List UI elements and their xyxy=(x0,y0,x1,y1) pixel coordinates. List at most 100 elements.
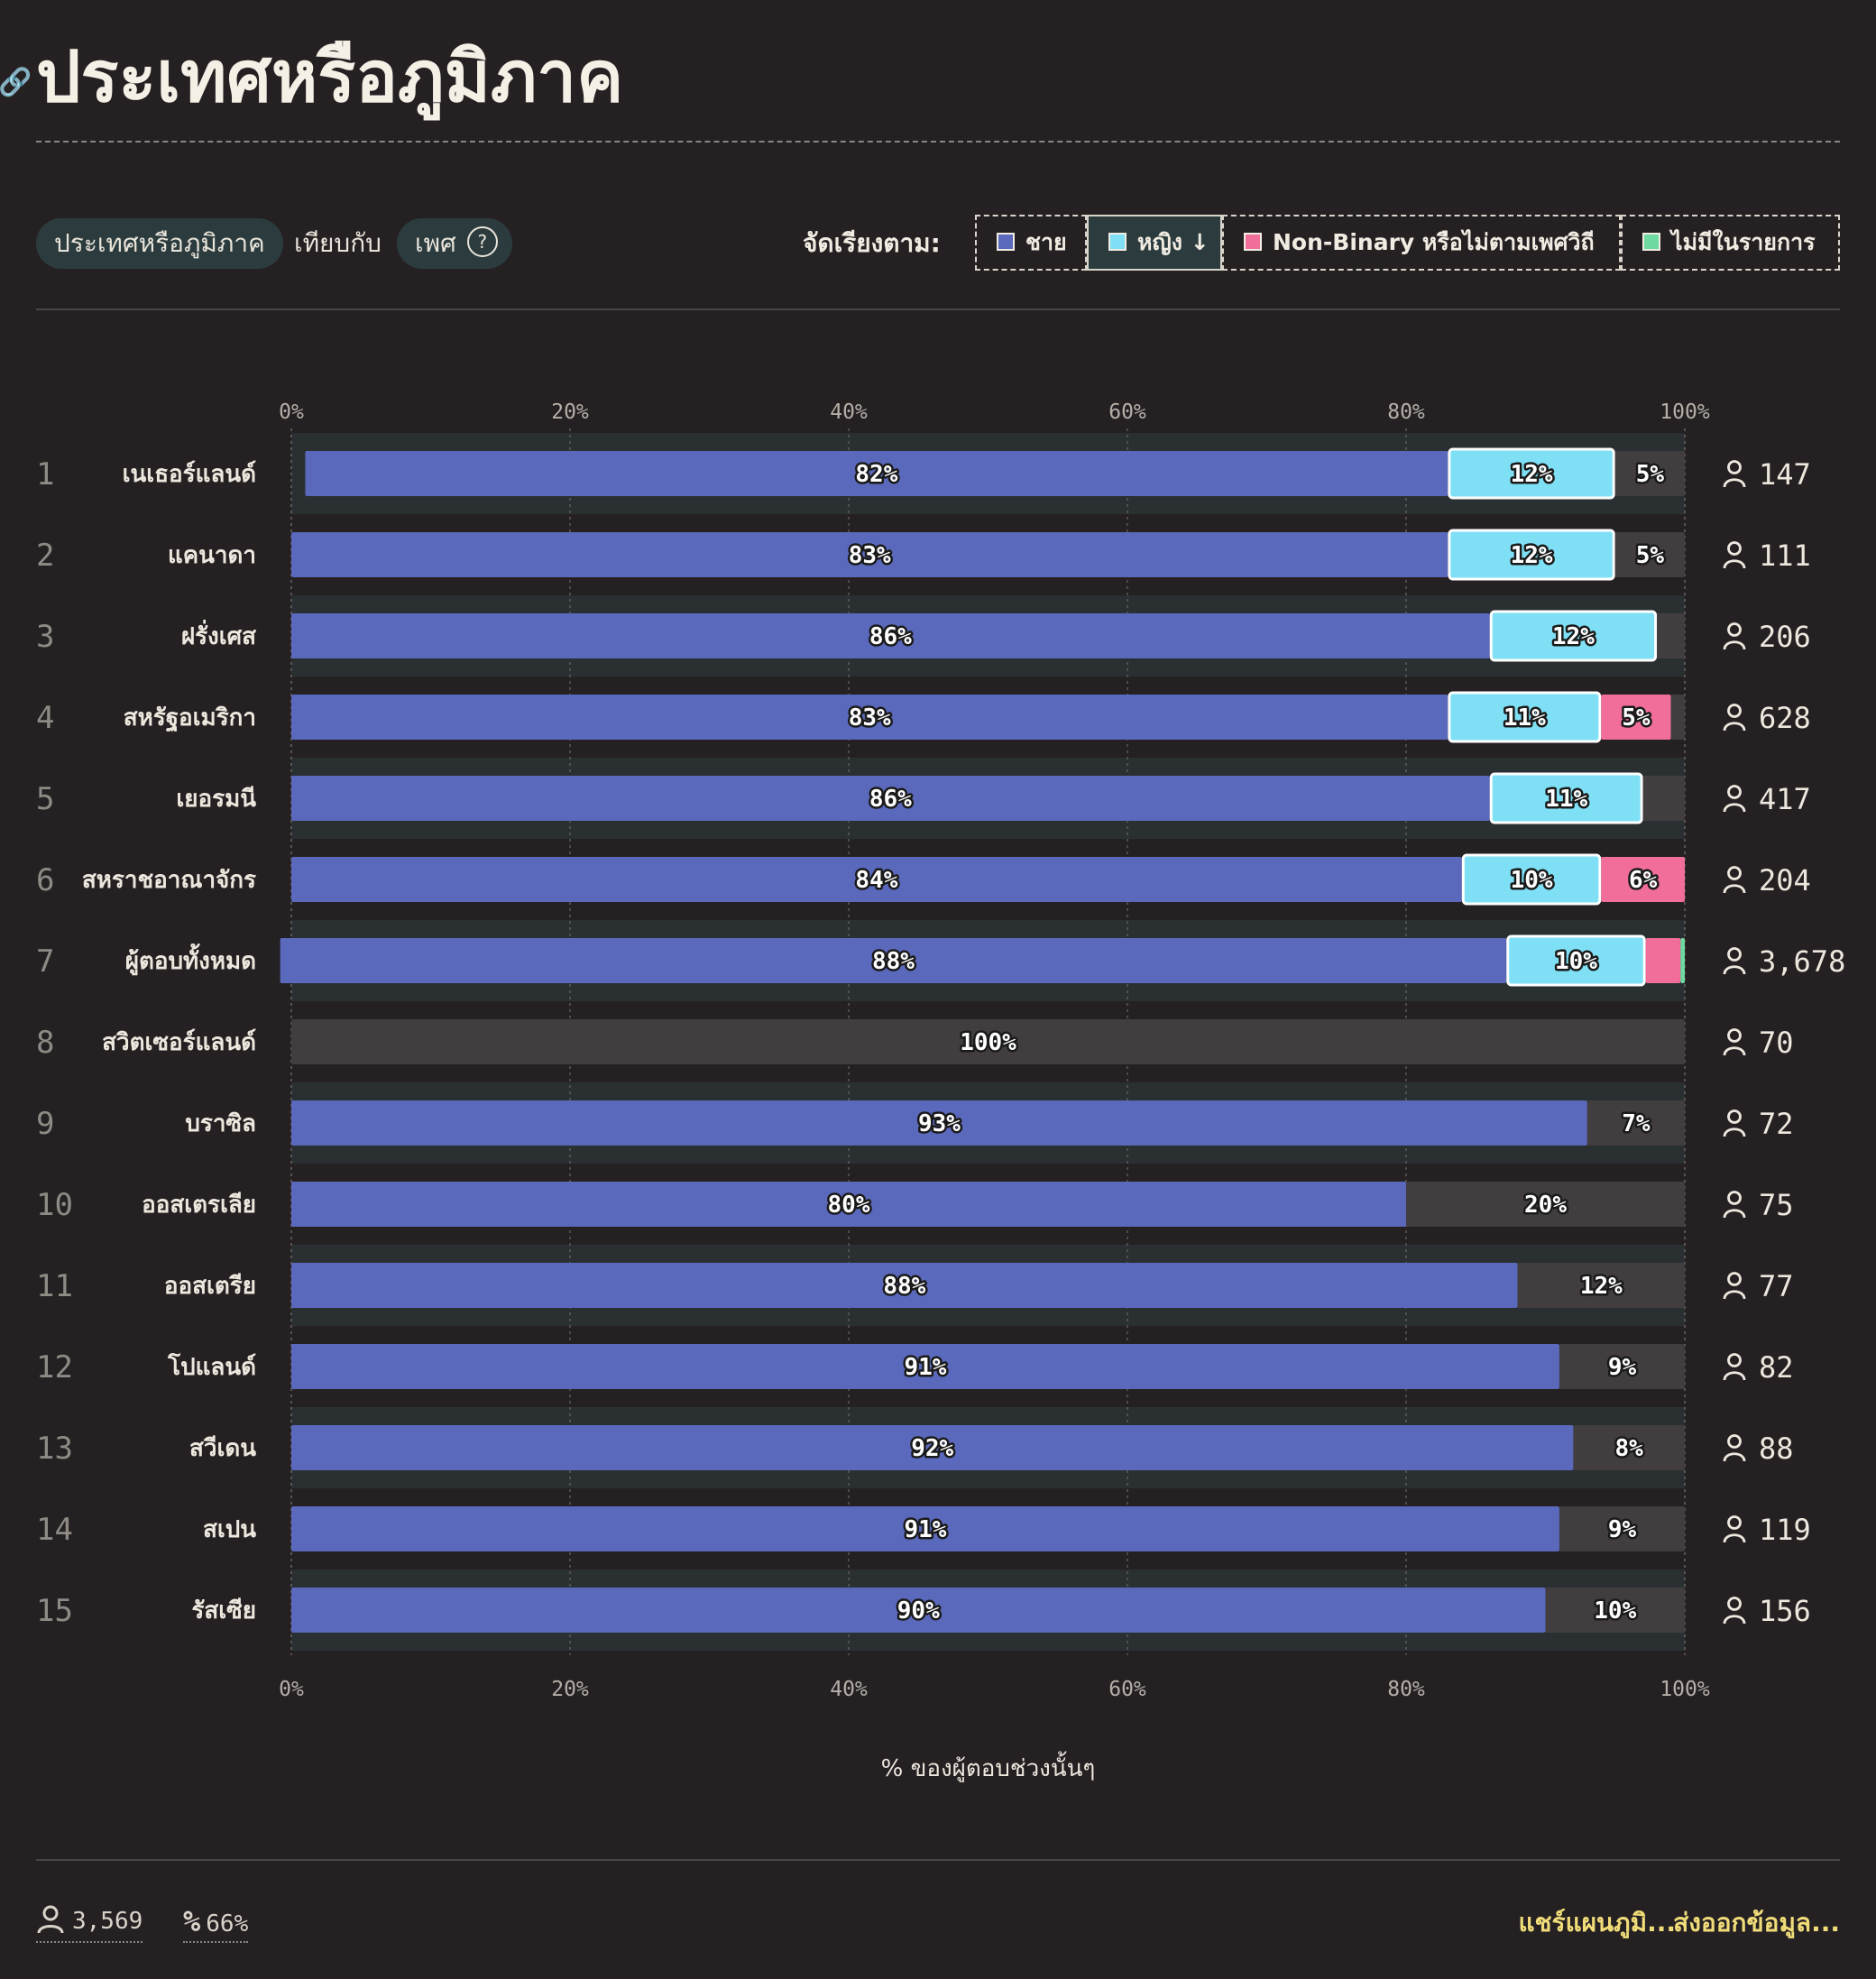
legend-male-button[interactable]: ชาย xyxy=(975,215,1087,271)
legend-nonbinary-button[interactable]: Non-Binary หรือไม่ตามเพศวิถี xyxy=(1222,215,1621,271)
other-value-label: 100% xyxy=(960,1029,1016,1056)
other-value-label: 9% xyxy=(1608,1516,1637,1543)
help-icon[interactable]: ? xyxy=(466,226,498,257)
male-value-label: 80% xyxy=(828,1192,870,1219)
row-rank: 3 xyxy=(36,619,54,655)
other-bar-segment xyxy=(1573,1425,1685,1470)
female-value-label: 10% xyxy=(1555,948,1597,975)
male-value-label: 83% xyxy=(849,542,891,569)
person-icon xyxy=(1723,1191,1746,1219)
secondary-dimension-label: เพศ xyxy=(415,228,456,258)
person-icon xyxy=(1723,541,1746,569)
person-icon xyxy=(1723,460,1746,488)
person-icon xyxy=(1723,866,1746,894)
male-bar-segment xyxy=(291,1100,1587,1146)
other-bar-segment xyxy=(1559,1344,1685,1389)
top-tick-label: 60% xyxy=(1108,400,1146,424)
male-bar-segment xyxy=(291,1588,1546,1633)
row-country-label: รัสเซีย xyxy=(191,1597,256,1625)
female-bar-segment xyxy=(1489,772,1643,824)
person-icon xyxy=(1723,704,1746,732)
row-country-label: สวิตเซอร์แลนด์ xyxy=(102,1028,256,1056)
bottom-tick-label: 100% xyxy=(1660,1678,1710,1701)
row-respondent-count: 70 xyxy=(1759,1026,1794,1060)
other-bar-segment xyxy=(1586,1100,1685,1146)
footer-divider xyxy=(36,1859,1840,1861)
other-value-label: 7% xyxy=(1622,1110,1651,1137)
export-data-link[interactable]: ส่งออกข้อมูล... xyxy=(1673,1908,1840,1938)
row-rank: 15 xyxy=(36,1593,73,1629)
row-rank: 9 xyxy=(36,1106,54,1142)
row-country-label: เนเธอร์แลนด์ xyxy=(123,460,256,488)
female-bar-segment xyxy=(1461,853,1602,906)
female-bar-segment xyxy=(1506,934,1646,987)
other-value-label: 12% xyxy=(1580,1273,1623,1300)
male-value-label: 93% xyxy=(918,1110,961,1137)
person-icon xyxy=(1723,1434,1746,1462)
male-value-label: 91% xyxy=(904,1354,946,1381)
row-rank: 10 xyxy=(36,1187,73,1223)
row-country-label: โปแลนด์ xyxy=(167,1352,256,1381)
male-bar-segment xyxy=(291,613,1490,658)
male-bar-segment xyxy=(291,1344,1559,1389)
female-value-label: 11% xyxy=(1504,704,1546,732)
other-value-label: 5% xyxy=(1636,542,1665,569)
title-row: 🔗 ประเทศหรือภูมิภาค xyxy=(0,27,1840,128)
male-value-label: 91% xyxy=(904,1516,946,1543)
male-value-label: 84% xyxy=(855,867,897,894)
row-rank: 7 xyxy=(36,943,54,980)
male-bar-segment xyxy=(291,1263,1518,1308)
link-icon[interactable]: 🔗 xyxy=(0,67,32,98)
row-rank: 12 xyxy=(36,1349,73,1385)
bottom-tick-label: 60% xyxy=(1108,1678,1146,1701)
row-respondent-count: 204 xyxy=(1759,863,1811,897)
row-rank: 11 xyxy=(36,1268,73,1304)
other-bar-segment xyxy=(291,1019,1685,1064)
male-bar-segment xyxy=(291,1182,1406,1227)
legend-unlisted-button[interactable]: ไม่มีในรายการ xyxy=(1621,215,1840,271)
male-bar-segment xyxy=(291,532,1448,577)
person-icon xyxy=(1723,1353,1746,1381)
row-country-label: สเปน xyxy=(203,1516,256,1543)
other-value-label: 10% xyxy=(1594,1597,1636,1625)
respondents-value: 3,569 xyxy=(72,1908,143,1935)
legend-female-button[interactable]: หญิง ↓ xyxy=(1087,215,1222,271)
share-chart-link[interactable]: แชร์แผนภูมิ... xyxy=(1518,1908,1676,1938)
top-tick-label: 20% xyxy=(551,400,589,424)
row-rank: 1 xyxy=(36,456,54,492)
row-country-label: บราซิล xyxy=(185,1110,256,1137)
female-value-label: 11% xyxy=(1545,786,1587,813)
male-bar-segment xyxy=(305,451,1448,496)
primary-dimension-pill[interactable]: ประเทศหรือภูมิภาค xyxy=(36,218,283,269)
row-respondent-count: 206 xyxy=(1759,620,1811,654)
person-icon xyxy=(1723,785,1746,813)
top-tick-label: 80% xyxy=(1387,400,1425,424)
row-rank: 13 xyxy=(36,1431,73,1467)
female-bar-segment xyxy=(1448,447,1615,500)
male-bar-segment xyxy=(280,938,1507,983)
person-icon xyxy=(1723,947,1746,975)
male-value-label: 86% xyxy=(869,786,912,813)
respondents-stat[interactable]: 3,569 xyxy=(36,1901,143,1943)
legend-female-label: หญิง ↓ xyxy=(1137,229,1209,255)
other-value-label: 20% xyxy=(1524,1192,1567,1219)
other-value-label: 8% xyxy=(1615,1435,1644,1462)
page-title: ประเทศหรือภูมิภาค xyxy=(36,36,624,118)
other-value-label: 5% xyxy=(1636,461,1665,488)
bottom-tick-label: 40% xyxy=(830,1678,868,1701)
secondary-dimension-pill[interactable]: เพศ? xyxy=(397,218,512,269)
male-bar-segment xyxy=(291,857,1462,902)
other-bar-segment xyxy=(1642,776,1685,821)
bottom-tick-label: 20% xyxy=(551,1678,589,1701)
female-bar-segment xyxy=(1448,529,1615,581)
male-value-label: 83% xyxy=(849,704,891,732)
female-bar-segment xyxy=(1448,691,1602,743)
top-tick-label: 100% xyxy=(1660,400,1710,424)
row-respondent-count: 628 xyxy=(1759,701,1811,735)
male-bar-segment xyxy=(291,695,1448,740)
percent-stat[interactable]: % 66% xyxy=(183,1901,249,1943)
female-value-label: 10% xyxy=(1511,867,1553,894)
nonbinary-bar-segment xyxy=(1645,938,1681,983)
row-respondent-count: 111 xyxy=(1759,538,1811,573)
x-axis-title: % ของผู้ตอบช่วงนั้นๆ xyxy=(880,1755,1096,1782)
